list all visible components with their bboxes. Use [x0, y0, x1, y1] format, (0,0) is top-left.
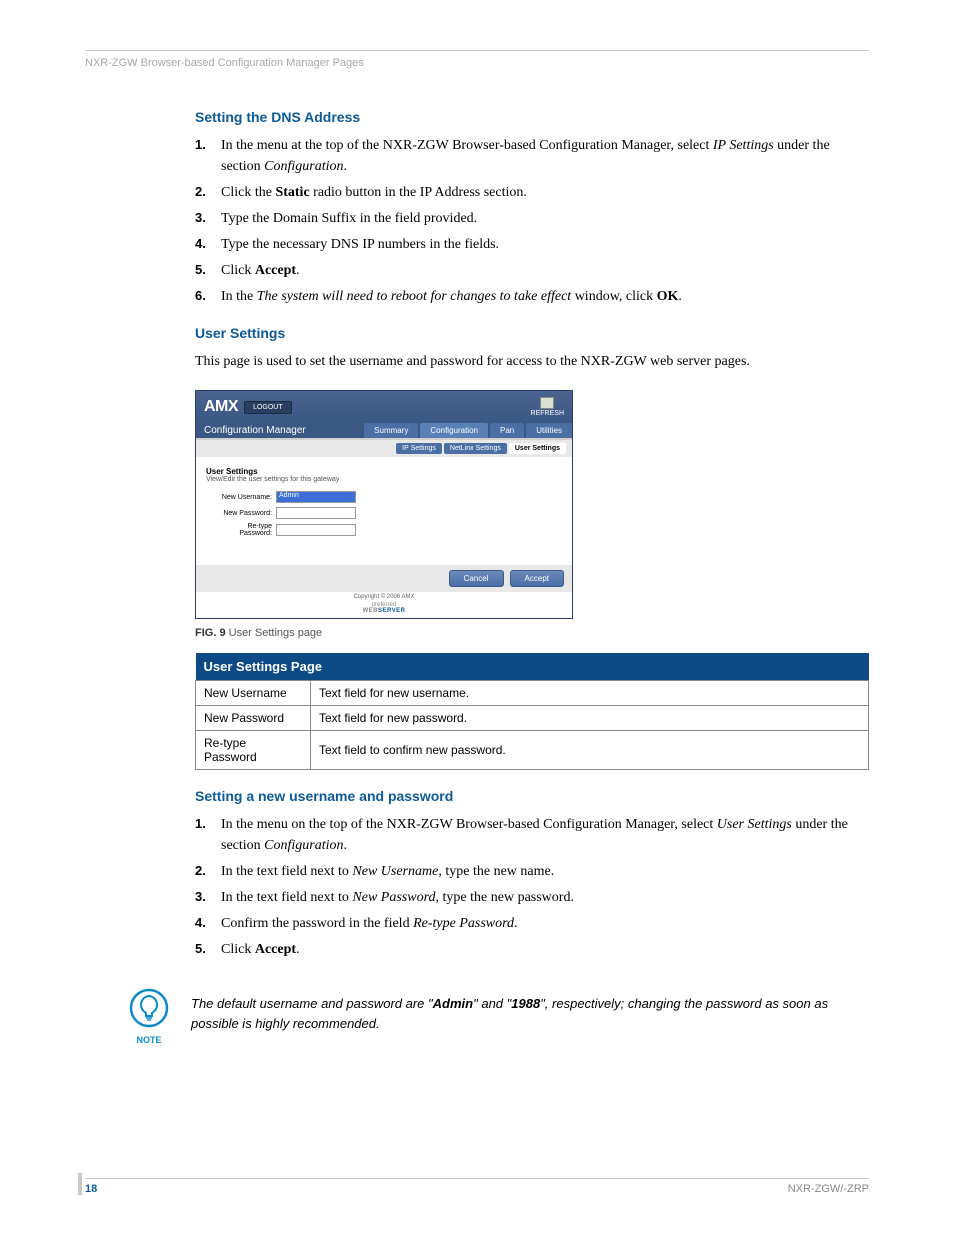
list-item: Type the necessary DNS IP numbers in the…: [195, 234, 869, 255]
label-new-username: New Username:: [214, 494, 276, 501]
note-icon: NOTE: [125, 988, 173, 1045]
refresh-button[interactable]: REFRESH: [531, 397, 564, 417]
list-item: In the text field next to New Password, …: [195, 887, 869, 908]
config-manager-title: Configuration Manager: [204, 425, 306, 438]
header-breadcrumb: NXR-ZGW Browser-based Configuration Mana…: [85, 57, 869, 69]
list-item: Confirm the password in the field Re-typ…: [195, 913, 869, 934]
copyright-text: Copyright © 2006 AMX: [196, 592, 572, 602]
dns-steps: In the menu at the top of the NXR-ZGW Br…: [195, 135, 869, 307]
page-footer: 18 NXR-ZGW/-ZRP: [85, 1178, 869, 1195]
figure-screenshot: AMX LOGOUT REFRESH Configuration Manager…: [195, 390, 869, 619]
note-text: The default username and password are "A…: [191, 988, 869, 1033]
list-item: Click Accept.: [195, 939, 869, 960]
input-new-password[interactable]: [276, 507, 356, 519]
logout-button[interactable]: LOGOUT: [244, 401, 292, 414]
cancel-button[interactable]: Cancel: [449, 570, 504, 587]
panel-subtitle: View/Edit the user settings for this gat…: [206, 476, 562, 483]
accept-button[interactable]: Accept: [510, 570, 564, 587]
tab-pan[interactable]: Pan: [490, 423, 524, 438]
list-item: In the menu on the top of the NXR-ZGW Br…: [195, 814, 869, 856]
subtab-user-settings[interactable]: User Settings: [509, 443, 566, 454]
refresh-icon: [540, 397, 554, 409]
tab-utilities[interactable]: Utilities: [526, 423, 572, 438]
subtab-ip-settings[interactable]: IP Settings: [396, 443, 442, 454]
heading-dns: Setting the DNS Address: [195, 109, 869, 125]
panel-title: User Settings: [206, 467, 562, 476]
list-item: Click Accept.: [195, 260, 869, 281]
label-new-password: New Password:: [214, 510, 276, 517]
table-row: New UsernameText field for new username.: [196, 681, 869, 706]
subtab-netlinx-settings[interactable]: NetLinx Settings: [444, 443, 507, 454]
label-retype-password: Re-type Password:: [214, 523, 276, 537]
heading-new-credentials: Setting a new username and password: [195, 788, 869, 804]
table-row: Re-type PasswordText field to confirm ne…: [196, 731, 869, 770]
list-item: Type the Domain Suffix in the field prov…: [195, 208, 869, 229]
list-item: In the The system will need to reboot fo…: [195, 286, 869, 307]
new-credentials-steps: In the menu on the top of the NXR-ZGW Br…: [195, 814, 869, 960]
table-header: User Settings Page: [196, 653, 869, 681]
webserver-logo: preferred WEBSERVER: [196, 602, 572, 618]
tab-summary[interactable]: Summary: [364, 423, 418, 438]
page-number: 18: [85, 1183, 97, 1195]
list-item: In the text field next to New Username, …: [195, 861, 869, 882]
amx-logo: AMX: [204, 398, 238, 416]
user-settings-table: User Settings Page New UsernameText fiel…: [195, 653, 869, 770]
input-retype-password[interactable]: [276, 524, 356, 536]
doc-id: NXR-ZGW/-ZRP: [788, 1183, 869, 1195]
input-new-username[interactable]: Admin: [276, 491, 356, 503]
heading-user-settings: User Settings: [195, 325, 869, 341]
tab-configuration[interactable]: Configuration: [420, 423, 488, 438]
list-item: In the menu at the top of the NXR-ZGW Br…: [195, 135, 869, 177]
user-settings-intro: This page is used to set the username an…: [195, 351, 869, 372]
figure-caption: FIG. 9 User Settings page: [195, 627, 869, 639]
list-item: Click the Static radio button in the IP …: [195, 182, 869, 203]
table-row: New PasswordText field for new password.: [196, 706, 869, 731]
footer-bar: [78, 1173, 82, 1195]
